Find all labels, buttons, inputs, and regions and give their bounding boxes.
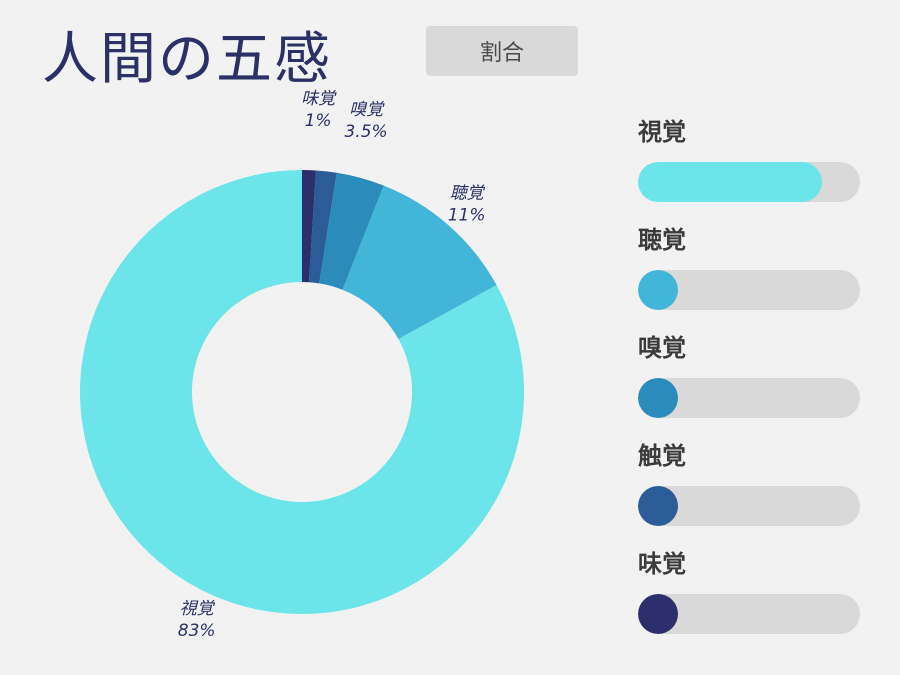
legend-label: 視覚: [638, 118, 686, 146]
ratio-button[interactable]: 割合: [426, 26, 578, 76]
legend-bar-fill: [638, 270, 678, 310]
donut-slice-smell: [319, 172, 384, 290]
data-label-taste: 味覚 1%: [301, 89, 337, 131]
legend-bar: [638, 162, 860, 202]
legend-label: 触覚: [638, 442, 686, 470]
data-label-sight: 視覚 83%: [178, 599, 216, 641]
legend-bar-fill: [638, 594, 678, 634]
legend-label: 聴覚: [638, 226, 686, 254]
legend-bar-fill: [638, 378, 678, 418]
legend-bar-fill: [638, 486, 678, 526]
legend-bar-fill: [638, 162, 822, 202]
donut-slice-sight: [79, 169, 524, 614]
data-label-smell: 嗅覚 3.5%: [344, 100, 387, 142]
donut-slice-taste: [302, 170, 316, 283]
donut-slice-touch: [308, 170, 337, 284]
legend-bar: [638, 270, 860, 310]
legend-bar: [638, 378, 860, 418]
page-title: 人間の五感: [42, 27, 332, 92]
donut-slice-hearing: [342, 185, 497, 340]
data-label-hearing: 聴覚 11%: [448, 183, 486, 225]
legend-label: 嗅覚: [638, 334, 686, 362]
legend-label: 味覚: [638, 550, 686, 578]
legend-bar: [638, 594, 860, 634]
legend-bar: [638, 486, 860, 526]
